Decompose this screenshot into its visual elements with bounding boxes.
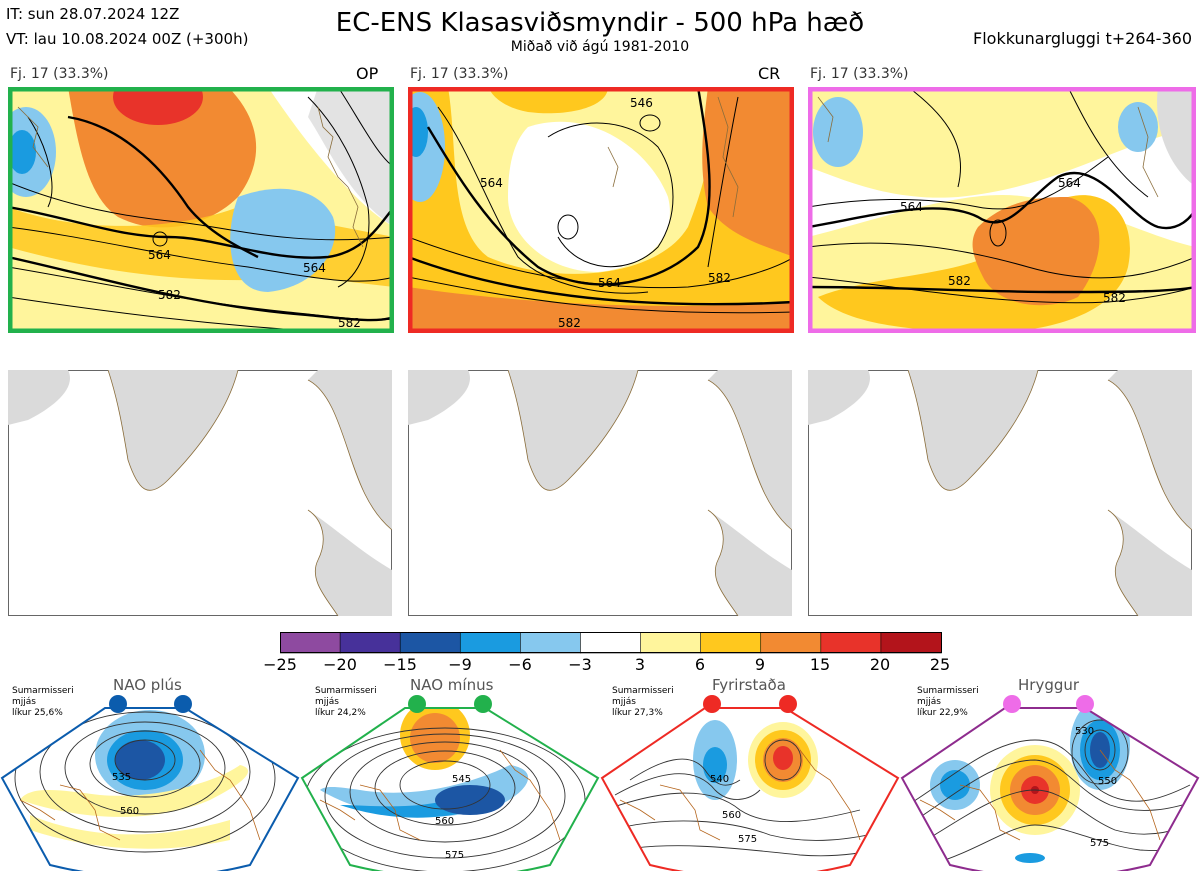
colorbar-swatch [760, 632, 822, 654]
regime-3-dot [703, 695, 721, 713]
regime-map-nao-minus[interactable]: 545 560 575 [300, 690, 600, 871]
scenario-map-cr[interactable]: 546 564 564 582 582 [408, 87, 794, 333]
regime-2-dot [408, 695, 426, 713]
colorbar-tick: 25 [929, 655, 951, 674]
colorbar-tick: −20 [323, 655, 357, 674]
empty-basemap-1 [8, 370, 392, 616]
panel-3-border [808, 87, 1196, 333]
regime-2-contour-label: 545 [452, 774, 471, 785]
regime-title-blocking: Fyrirstaða [712, 676, 786, 694]
classification-window: Flokkunargluggi t+264-360 [973, 29, 1192, 48]
colorbar-tick: −15 [383, 655, 417, 674]
colorbar-swatch [280, 632, 341, 654]
panel-3-contour-label: 582 [948, 274, 971, 288]
regime-title-ridge: Hryggur [1018, 676, 1080, 694]
panel-1-contour-label: 582 [338, 316, 361, 330]
panel-1-code: OP [356, 64, 379, 83]
colorbar-swatch [339, 632, 401, 654]
empty-basemap-2 [408, 370, 792, 616]
colorbar-tick: −9 [448, 655, 472, 674]
empty-basemap-3 [808, 370, 1192, 616]
colorbar-tick: 3 [634, 655, 646, 674]
regime-map-ridge[interactable]: 530 550 575 [900, 690, 1200, 871]
panel-3-contour-label: 582 [1103, 291, 1126, 305]
panel-2-contour-label: 582 [558, 316, 581, 330]
regime-3-contour-label: 560 [722, 810, 741, 821]
regime-4-contour-label: 530 [1075, 726, 1094, 737]
regime-stats-nao-plus: Sumarmisseri mjjás líkur 25,6% [12, 686, 74, 718]
panel-2-contour-label: 564 [598, 276, 621, 290]
regime-title-nao-plus: NAO plús [113, 676, 182, 694]
regime-4-contour-label: 550 [1098, 776, 1117, 787]
panel-1-contour-label: 564 [303, 261, 326, 275]
regime-stats-ridge: Sumarmisseri mjjás líkur 22,9% [917, 686, 979, 718]
regime-3-dot [779, 695, 797, 713]
regime-map-nao-plus[interactable]: 535 560 [0, 690, 300, 871]
regime-1-dot [109, 695, 127, 713]
panel-2-contour-label: 582 [708, 271, 731, 285]
panel-2-label: Fj. 17 (33.3%) [410, 66, 509, 82]
colorbar-tick: −25 [263, 655, 297, 674]
regime-1-contour-label: 535 [112, 772, 131, 783]
regime-map-blocking[interactable]: 540 560 575 [600, 690, 900, 871]
panel-1-contour-label: 564 [148, 248, 171, 262]
page-title: EC-ENS Klasasviðsmyndir - 500 hPa hæð [335, 8, 865, 38]
colorbar-swatch [399, 632, 462, 654]
colorbar-swatch [880, 632, 942, 654]
colorbar-tick: −3 [568, 655, 592, 674]
colorbar-swatch [820, 632, 882, 654]
colorbar-swatch [580, 632, 642, 654]
colorbar [280, 632, 942, 654]
regime-4-dot [1076, 695, 1094, 713]
colorbar-swatch [459, 632, 522, 654]
regime-title-nao-minus: NAO mínus [410, 676, 494, 694]
colorbar-tick: 9 [754, 655, 766, 674]
regime-3-contour-label: 540 [710, 774, 729, 785]
regime-2-contour-label: 560 [435, 816, 454, 827]
scenario-map-3[interactable]: 564 564 582 582 [808, 87, 1196, 333]
panel-1-border [8, 87, 394, 333]
panel-3-label: Fj. 17 (33.3%) [810, 66, 909, 82]
page-subtitle: Miðað við ágú 1981-2010 [510, 39, 690, 55]
regime-2-dot [474, 695, 492, 713]
panel-2-contour-label: 564 [480, 176, 503, 190]
regime-2-contour-label: 575 [445, 850, 464, 861]
colorbar-tick: 6 [694, 655, 706, 674]
panel-3-contour-label: 564 [1058, 176, 1081, 190]
regime-4-contour-label: 575 [1090, 838, 1109, 849]
regime-stats-blocking: Sumarmisseri mjjás líkur 27,3% [612, 686, 674, 718]
regime-stats-nao-minus: Sumarmisseri mjjás líkur 24,2% [315, 686, 377, 718]
panel-1-contour-label: 582 [158, 288, 181, 302]
panel-1-label: Fj. 17 (33.3%) [10, 66, 109, 82]
colorbar-tick: 20 [869, 655, 891, 674]
colorbar-swatch [640, 632, 702, 654]
regime-4-dot [1003, 695, 1021, 713]
panel-2-code: CR [758, 64, 781, 83]
panel-3-contour-label: 564 [900, 200, 923, 214]
valid-time: VT: lau 10.08.2024 00Z (+300h) [6, 30, 249, 48]
colorbar-tick: 15 [809, 655, 831, 674]
initial-time: IT: sun 28.07.2024 12Z [6, 5, 180, 23]
regime-3-contour-label: 575 [738, 834, 757, 845]
colorbar-swatch [700, 632, 762, 654]
scenario-map-op[interactable]: 564 564 582 582 [8, 87, 394, 333]
panel-2-contour-label: 546 [630, 96, 653, 110]
colorbar-tick: −6 [508, 655, 532, 674]
colorbar-swatch [520, 632, 582, 654]
regime-1-contour-label: 560 [120, 806, 139, 817]
regime-1-dot [174, 695, 192, 713]
panel-2-border [408, 87, 794, 333]
